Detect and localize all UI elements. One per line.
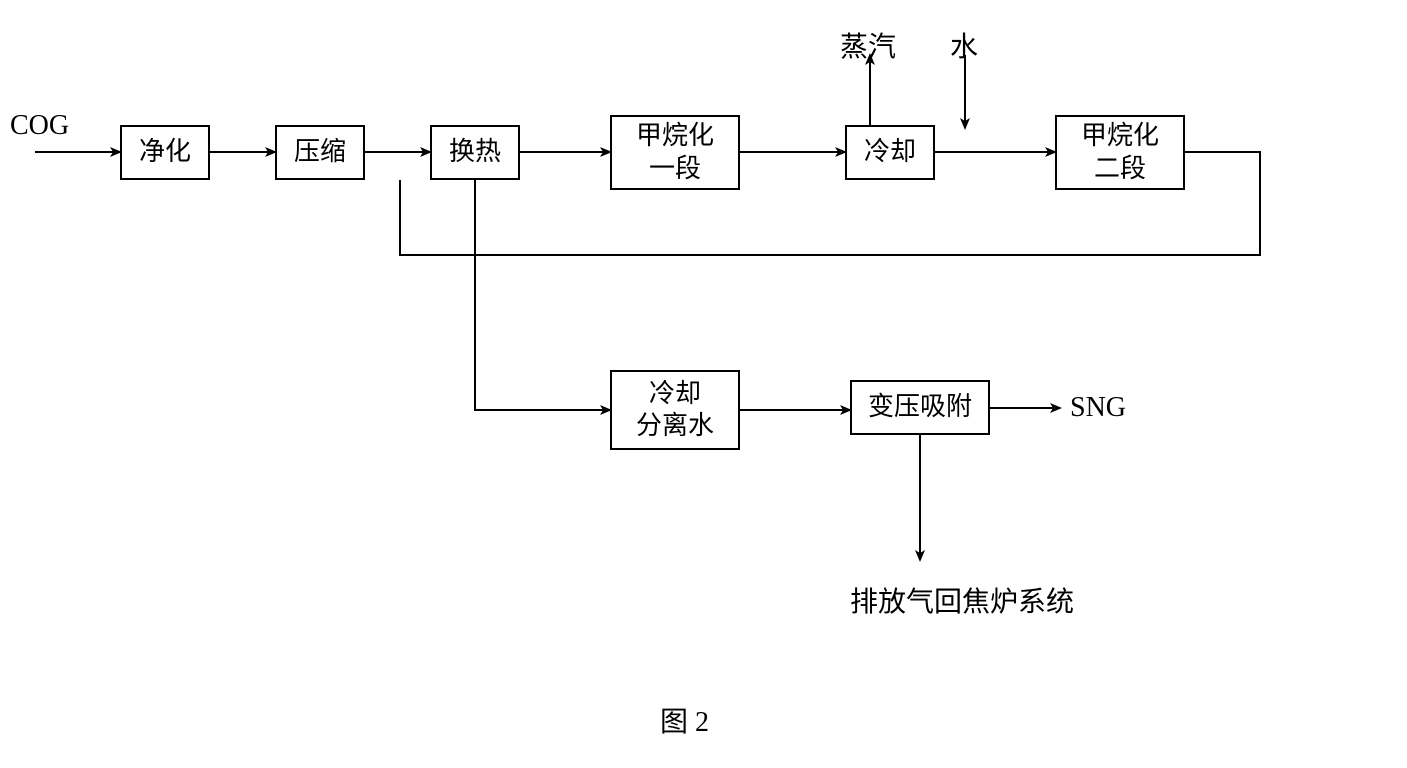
label-cog: COG (10, 110, 69, 142)
label-steam: 蒸汽 (840, 25, 896, 65)
node-methanation-stage1: 甲烷化 一段 (610, 115, 740, 190)
label-sng: SNG (1070, 392, 1126, 424)
node-compress: 压缩 (275, 125, 365, 180)
node-methanation-stage2: 甲烷化 二段 (1055, 115, 1185, 190)
label-exhaust: 排放气回焦炉系统 (850, 580, 1074, 620)
node-cooling: 冷却 (845, 125, 935, 180)
flowchart-canvas: COG 蒸汽 水 SNG 排放气回焦炉系统 图 2 净化 压缩 换热 甲烷化 一… (0, 0, 1407, 768)
edge-heatex-to-coolsep (475, 180, 610, 410)
node-cool-separate-water: 冷却 分离水 (610, 370, 740, 450)
label-water: 水 (950, 25, 978, 65)
node-heat-exchange: 换热 (430, 125, 520, 180)
node-purify: 净化 (120, 125, 210, 180)
node-psa: 变压吸附 (850, 380, 990, 435)
figure-caption: 图 2 (660, 700, 709, 740)
